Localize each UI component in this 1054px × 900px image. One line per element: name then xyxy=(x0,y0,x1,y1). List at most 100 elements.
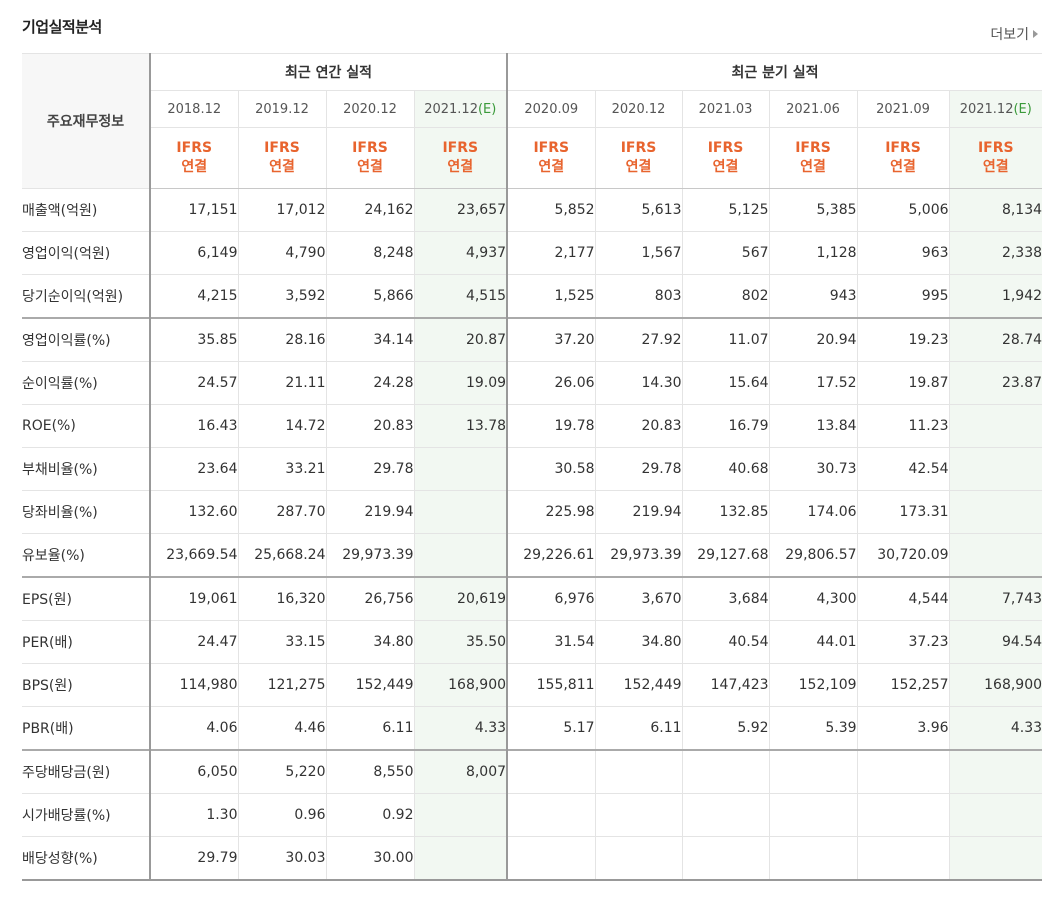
value-cell: 0.92 xyxy=(325,793,415,837)
ifrs-header: IFRS 연결 xyxy=(325,127,415,189)
value-cell: 13.78 xyxy=(413,404,509,448)
value-cell: 26.06 xyxy=(506,361,596,405)
ifrs-header: IFRS 연결 xyxy=(594,127,683,189)
value-cell: 132.60 xyxy=(149,490,239,534)
value-cell: 168,900 xyxy=(948,663,1043,707)
value-cell: 37.23 xyxy=(856,620,950,664)
value-cell: 23.64 xyxy=(149,447,239,491)
period-header: 2018.12 xyxy=(150,90,239,128)
value-cell: 155,811 xyxy=(506,663,596,707)
value-cell: 6,976 xyxy=(506,576,596,621)
ifrs-label: IFRS xyxy=(176,140,213,156)
value-cell: 44.01 xyxy=(768,620,858,664)
value-cell: 28.74 xyxy=(948,317,1043,362)
table-row: PER(배) 24.47 33.15 34.80 35.50 31.54 34.80 40.5… xyxy=(22,620,1043,664)
value-cell: 4.33 xyxy=(413,706,509,751)
value-cell: 152,109 xyxy=(768,663,858,707)
value-cell: 6,149 xyxy=(149,231,239,275)
row-label: 영업이익(억원) xyxy=(22,231,151,275)
value-cell: 5,613 xyxy=(594,188,683,232)
value-cell: 30.03 xyxy=(237,836,327,881)
value-cell: 30,720.09 xyxy=(856,533,950,578)
value-cell: 147,423 xyxy=(681,663,770,707)
table-row: 순이익률(%) 24.57 21.11 24.28 19.09 26.06 14.30 15.… xyxy=(22,361,1043,405)
value-cell xyxy=(594,749,683,794)
row-label: 영업이익률(%) xyxy=(22,317,151,362)
row-label: 주당배당금(원) xyxy=(22,749,151,794)
value-cell: 20,619 xyxy=(413,576,509,621)
value-cell: 20.87 xyxy=(413,317,509,362)
row-header-title: 주요재무정보 xyxy=(22,53,151,189)
period-label: 2021.03 xyxy=(698,101,753,117)
value-cell xyxy=(681,749,770,794)
value-cell xyxy=(768,749,858,794)
ifrs-header: IFRS 연결 xyxy=(681,127,770,189)
value-cell: 28.16 xyxy=(237,317,327,362)
value-cell xyxy=(948,404,1043,448)
value-cell xyxy=(413,533,509,578)
value-cell: 567 xyxy=(681,231,770,275)
consolidated-label: 연결 xyxy=(269,159,295,175)
value-cell: 33.21 xyxy=(237,447,327,491)
value-cell: 5,220 xyxy=(237,749,327,794)
estimate-mark: (E) xyxy=(1013,101,1032,117)
table-row: 시가배당률(%) 1.30 0.96 0.92 xyxy=(22,793,1043,837)
value-cell: 4,937 xyxy=(413,231,509,275)
value-cell: 21.11 xyxy=(237,361,327,405)
ifrs-header: IFRS 연결 xyxy=(413,127,509,189)
value-cell: 8,134 xyxy=(948,188,1043,232)
value-cell xyxy=(413,490,509,534)
value-cell: 6.11 xyxy=(594,706,683,751)
value-cell: 5.17 xyxy=(506,706,596,751)
table-row: 당기순이익(억원) 4,215 3,592 5,866 4,515 1,525 803 802… xyxy=(22,274,1043,319)
value-cell: 27.92 xyxy=(594,317,683,362)
value-cell: 4.46 xyxy=(237,706,327,751)
value-cell: 23.87 xyxy=(948,361,1043,405)
ifrs-label: IFRS xyxy=(795,140,831,156)
table-row: 부채비율(%) 23.64 33.21 29.78 30.58 29.78 40.68 30.… xyxy=(22,447,1043,491)
value-cell: 219.94 xyxy=(325,490,415,534)
value-cell: 0.96 xyxy=(237,793,327,837)
period-header: 2021.06 xyxy=(768,90,858,128)
value-cell: 963 xyxy=(856,231,950,275)
row-label: 당기순이익(억원) xyxy=(22,274,151,319)
ifrs-label: IFRS xyxy=(264,140,300,156)
period-label: 2020.12 xyxy=(611,101,666,117)
table-row: 매출액(억원) 17,151 17,012 24,162 23,657 5,852 5,61… xyxy=(22,188,1043,232)
value-cell: 30.73 xyxy=(768,447,858,491)
value-cell: 15.64 xyxy=(681,361,770,405)
consolidated-label: 연결 xyxy=(538,159,565,175)
value-cell: 19.87 xyxy=(856,361,950,405)
value-cell: 943 xyxy=(768,274,858,319)
period-label: 2019.12 xyxy=(255,101,309,117)
value-cell xyxy=(948,490,1043,534)
value-cell: 8,007 xyxy=(413,749,509,794)
period-header: 2020.12 xyxy=(594,90,683,128)
value-cell: 6,050 xyxy=(149,749,239,794)
value-cell: 5.92 xyxy=(681,706,770,751)
period-label: 2020.09 xyxy=(524,101,579,117)
period-header: 2020.12 xyxy=(325,90,415,128)
value-cell: 19.09 xyxy=(413,361,509,405)
row-label: 시가배당률(%) xyxy=(22,793,151,837)
row-label: 배당성향(%) xyxy=(22,836,151,881)
period-label: 2021.12 xyxy=(959,101,1014,117)
value-cell: 17,012 xyxy=(237,188,327,232)
value-cell: 132.85 xyxy=(681,490,770,534)
value-cell: 20.83 xyxy=(594,404,683,448)
value-cell: 24.47 xyxy=(149,620,239,664)
value-cell: 26,756 xyxy=(325,576,415,621)
consolidated-label: 연결 xyxy=(982,159,1009,175)
period-header: 2020.09 xyxy=(506,90,596,128)
arrow-right-icon xyxy=(1033,30,1038,38)
value-cell xyxy=(506,749,596,794)
more-link[interactable]: 더보기 xyxy=(990,24,1038,44)
ifrs-header: IFRS 연결 xyxy=(948,127,1043,189)
period-header: 2021.09 xyxy=(856,90,950,128)
value-cell xyxy=(506,793,596,837)
value-cell: 40.54 xyxy=(681,620,770,664)
ifrs-header: IFRS 연결 xyxy=(856,127,950,189)
table-row: 유보율(%) 23,669.54 25,668.24 29,973.39 29,226.… xyxy=(22,533,1043,578)
row-label: ROE(%) xyxy=(22,404,151,448)
value-cell xyxy=(948,533,1043,578)
